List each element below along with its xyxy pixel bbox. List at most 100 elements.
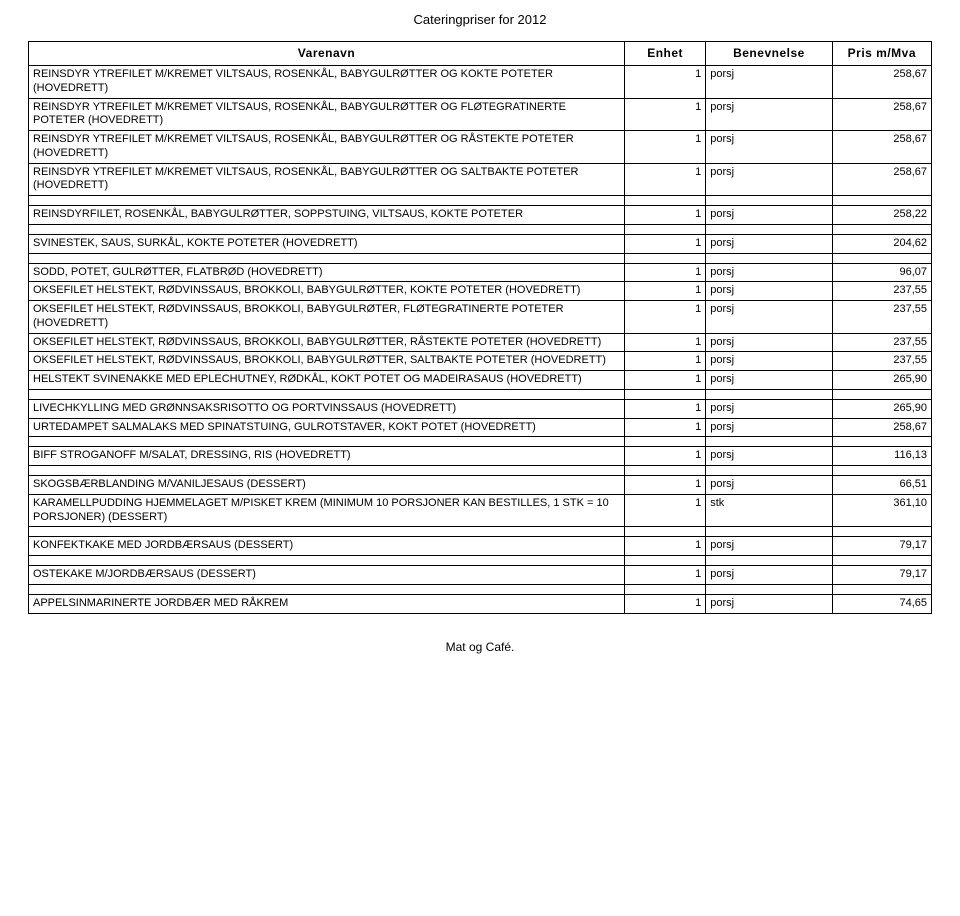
footer-text: Mat og Café.	[28, 640, 932, 654]
cell-enhet: 1	[624, 163, 705, 196]
cell-pris: 258,67	[832, 163, 931, 196]
spacer-row	[29, 556, 932, 566]
table-row: LIVECHKYLLING MED GRØNNSAKSRISOTTO OG PO…	[29, 399, 932, 418]
table-header-row: Varenavn Enhet Benevnelse Pris m/Mva	[29, 42, 932, 66]
table-row: OKSEFILET HELSTEKT, RØDVINSSAUS, BROKKOL…	[29, 301, 932, 334]
table-row: SVINESTEK, SAUS, SURKÅL, KOKTE POTETER (…	[29, 234, 932, 253]
cell-enhet: 1	[624, 301, 705, 334]
cell-benevnelse: porsj	[706, 234, 832, 253]
cell-benevnelse: porsj	[706, 418, 832, 437]
col-enhet: Enhet	[624, 42, 705, 66]
cell-varenavn: OKSEFILET HELSTEKT, RØDVINSSAUS, BROKKOL…	[29, 333, 625, 352]
cell-varenavn: OKSEFILET HELSTEKT, RØDVINSSAUS, BROKKOL…	[29, 352, 625, 371]
cell-enhet: 1	[624, 566, 705, 585]
table-row: KARAMELLPUDDING HJEMMELAGET M/PISKET KRE…	[29, 494, 932, 527]
cell-varenavn: BIFF STROGANOFF M/SALAT, DRESSING, RIS (…	[29, 447, 625, 466]
spacer-row	[29, 584, 932, 594]
cell-enhet: 1	[624, 263, 705, 282]
cell-varenavn: REINSDYR YTREFILET M/KREMET VILTSAUS, RO…	[29, 66, 625, 99]
cell-enhet: 1	[624, 447, 705, 466]
cell-pris: 237,55	[832, 333, 931, 352]
page-title: Cateringpriser for 2012	[28, 12, 932, 27]
cell-benevnelse: porsj	[706, 206, 832, 225]
cell-benevnelse: porsj	[706, 263, 832, 282]
cell-varenavn: SODD, POTET, GULRØTTER, FLATBRØD (HOVEDR…	[29, 263, 625, 282]
cell-benevnelse: porsj	[706, 98, 832, 131]
cell-enhet: 1	[624, 594, 705, 613]
cell-pris: 66,51	[832, 476, 931, 495]
cell-enhet: 1	[624, 98, 705, 131]
table-row: REINSDYR YTREFILET M/KREMET VILTSAUS, RO…	[29, 98, 932, 131]
cell-enhet: 1	[624, 537, 705, 556]
table-row: OKSEFILET HELSTEKT, RØDVINSSAUS, BROKKOL…	[29, 282, 932, 301]
cell-pris: 258,67	[832, 418, 931, 437]
table-row: SKOGSBÆRBLANDING M/VANILJESAUS (DESSERT)…	[29, 476, 932, 495]
cell-benevnelse: porsj	[706, 352, 832, 371]
cell-varenavn: REINSDYR YTREFILET M/KREMET VILTSAUS, RO…	[29, 163, 625, 196]
cell-varenavn: HELSTEKT SVINENAKKE MED EPLECHUTNEY, RØD…	[29, 371, 625, 390]
cell-varenavn: SVINESTEK, SAUS, SURKÅL, KOKTE POTETER (…	[29, 234, 625, 253]
table-row: KONFEKTKAKE MED JORDBÆRSAUS (DESSERT)1po…	[29, 537, 932, 556]
cell-benevnelse: porsj	[706, 447, 832, 466]
cell-varenavn: APPELSINMARINERTE JORDBÆR MED RÅKREM	[29, 594, 625, 613]
cell-enhet: 1	[624, 418, 705, 437]
cell-varenavn: KONFEKTKAKE MED JORDBÆRSAUS (DESSERT)	[29, 537, 625, 556]
cell-pris: 258,67	[832, 98, 931, 131]
cell-benevnelse: porsj	[706, 399, 832, 418]
table-row: REINSDYR YTREFILET M/KREMET VILTSAUS, RO…	[29, 66, 932, 99]
table-row: REINSDYRFILET, ROSENKÅL, BABYGULRØTTER, …	[29, 206, 932, 225]
cell-varenavn: KARAMELLPUDDING HJEMMELAGET M/PISKET KRE…	[29, 494, 625, 527]
cell-enhet: 1	[624, 333, 705, 352]
cell-varenavn: LIVECHKYLLING MED GRØNNSAKSRISOTTO OG PO…	[29, 399, 625, 418]
cell-benevnelse: porsj	[706, 333, 832, 352]
cell-pris: 237,55	[832, 282, 931, 301]
cell-benevnelse: porsj	[706, 131, 832, 164]
cell-pris: 96,07	[832, 263, 931, 282]
col-varenavn: Varenavn	[29, 42, 625, 66]
cell-enhet: 1	[624, 66, 705, 99]
cell-benevnelse: porsj	[706, 371, 832, 390]
spacer-row	[29, 253, 932, 263]
price-table: Varenavn Enhet Benevnelse Pris m/Mva REI…	[28, 41, 932, 614]
cell-pris: 237,55	[832, 301, 931, 334]
table-row: SODD, POTET, GULRØTTER, FLATBRØD (HOVEDR…	[29, 263, 932, 282]
cell-pris: 237,55	[832, 352, 931, 371]
cell-benevnelse: porsj	[706, 66, 832, 99]
cell-pris: 79,17	[832, 566, 931, 585]
cell-benevnelse: porsj	[706, 594, 832, 613]
spacer-row	[29, 437, 932, 447]
table-row: OKSEFILET HELSTEKT, RØDVINSSAUS, BROKKOL…	[29, 352, 932, 371]
cell-pris: 265,90	[832, 371, 931, 390]
table-row: HELSTEKT SVINENAKKE MED EPLECHUTNEY, RØD…	[29, 371, 932, 390]
cell-enhet: 1	[624, 282, 705, 301]
cell-pris: 265,90	[832, 399, 931, 418]
cell-pris: 258,22	[832, 206, 931, 225]
cell-enhet: 1	[624, 206, 705, 225]
spacer-row	[29, 389, 932, 399]
spacer-row	[29, 224, 932, 234]
table-row: REINSDYR YTREFILET M/KREMET VILTSAUS, RO…	[29, 163, 932, 196]
cell-benevnelse: stk	[706, 494, 832, 527]
cell-enhet: 1	[624, 399, 705, 418]
cell-enhet: 1	[624, 234, 705, 253]
cell-pris: 116,13	[832, 447, 931, 466]
spacer-row	[29, 466, 932, 476]
cell-varenavn: SKOGSBÆRBLANDING M/VANILJESAUS (DESSERT)	[29, 476, 625, 495]
cell-pris: 258,67	[832, 131, 931, 164]
cell-varenavn: REINSDYR YTREFILET M/KREMET VILTSAUS, RO…	[29, 98, 625, 131]
cell-pris: 361,10	[832, 494, 931, 527]
cell-benevnelse: porsj	[706, 282, 832, 301]
cell-pris: 258,67	[832, 66, 931, 99]
table-row: BIFF STROGANOFF M/SALAT, DRESSING, RIS (…	[29, 447, 932, 466]
table-row: OSTEKAKE M/JORDBÆRSAUS (DESSERT)1porsj79…	[29, 566, 932, 585]
cell-enhet: 1	[624, 476, 705, 495]
cell-varenavn: OSTEKAKE M/JORDBÆRSAUS (DESSERT)	[29, 566, 625, 585]
cell-benevnelse: porsj	[706, 301, 832, 334]
cell-enhet: 1	[624, 131, 705, 164]
col-pris: Pris m/Mva	[832, 42, 931, 66]
table-row: APPELSINMARINERTE JORDBÆR MED RÅKREM1por…	[29, 594, 932, 613]
cell-enhet: 1	[624, 494, 705, 527]
spacer-row	[29, 196, 932, 206]
cell-enhet: 1	[624, 371, 705, 390]
cell-benevnelse: porsj	[706, 537, 832, 556]
